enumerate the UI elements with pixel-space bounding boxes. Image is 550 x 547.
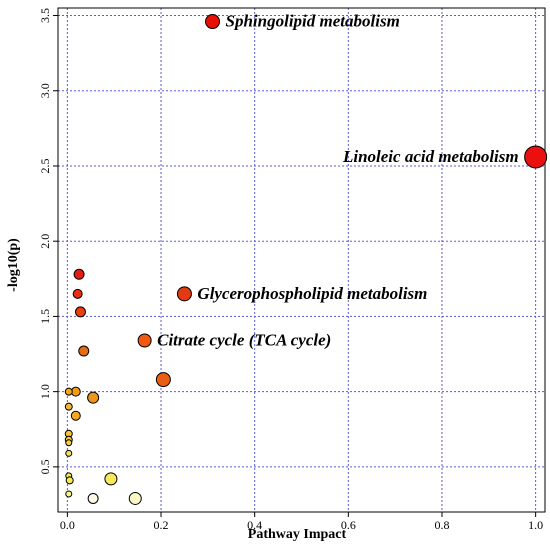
data-point [128, 491, 142, 505]
y-tick-label: 1.5 [38, 309, 52, 324]
data-point [64, 387, 73, 396]
plot-frame [57, 7, 546, 513]
x-tick-label: 0.0 [60, 518, 75, 532]
data-point [78, 345, 90, 357]
point-label: Linoleic acid metabolism [342, 147, 519, 166]
x-tick-label: 0.6 [341, 518, 356, 532]
data-point [70, 410, 81, 421]
x-tick-label: 0.4 [247, 518, 262, 532]
point-labels: Sphingolipid metabolism Linoleic acid met… [157, 12, 519, 350]
y-tick-label: 3.5 [38, 8, 52, 23]
data-point [87, 492, 99, 504]
point-label: Sphingolipid metabolism [226, 12, 400, 31]
data-point [176, 286, 192, 302]
y-tick-label: 2.0 [38, 234, 52, 249]
y-axis-title: -log10(p) [6, 238, 21, 292]
y-tick-label: 0.5 [38, 459, 52, 474]
data-point [72, 288, 83, 299]
point-label: Glycerophospholipid metabolism [197, 284, 427, 303]
data-point [205, 14, 221, 30]
data-point [65, 490, 73, 498]
data-point [64, 402, 73, 411]
data-points [64, 14, 548, 505]
y-tick-label: 2.5 [38, 158, 52, 173]
data-point [524, 145, 548, 169]
data-point [155, 372, 171, 388]
data-point [65, 449, 73, 457]
axes: 0.0 0.2 0.4 0.6 0.8 1.0 0.5 1.0 1.5 2.0 2.5 3.0 3.5 [38, 8, 543, 532]
data-point [74, 306, 86, 318]
x-tick-label: 1.0 [528, 518, 543, 532]
x-tick-label: 0.8 [434, 518, 449, 532]
data-point [104, 472, 118, 486]
data-point [65, 476, 74, 485]
data-point [87, 391, 100, 404]
data-point [73, 268, 85, 280]
point-label: Citrate cycle (TCA cycle) [157, 330, 331, 349]
grid-lines [58, 8, 545, 512]
x-tick-label: 0.2 [154, 518, 169, 532]
x-axis-title: Pathway Impact [248, 527, 347, 542]
y-tick-label: 1.0 [38, 384, 52, 399]
data-point [65, 439, 73, 447]
data-point [137, 333, 152, 348]
y-tick-label: 3.0 [38, 83, 52, 98]
